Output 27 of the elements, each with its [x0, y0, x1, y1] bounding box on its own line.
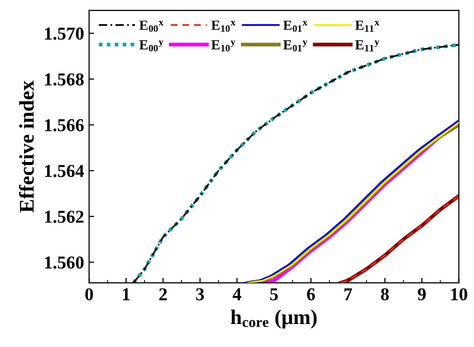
- y-tick-label: 1.566: [45, 119, 84, 132]
- y-tick-label: 1.560: [45, 256, 84, 269]
- y-tick-label: 1.564: [45, 164, 84, 178]
- x-tick-label: 6: [307, 288, 315, 300]
- x-tick-label: 3: [196, 288, 204, 300]
- y-tick-label: 1.562: [45, 210, 84, 223]
- legend-label: E$_{10}$$^{x}$: [211, 20, 236, 32]
- y-tick-label: 1.570: [45, 28, 84, 40]
- x-tick-label: 2: [159, 288, 167, 300]
- x-tick-label: 0: [85, 288, 93, 300]
- x-tick-label: 10: [451, 288, 468, 300]
- x-tick-label: 1: [123, 288, 130, 300]
- x-tick-label: 9: [418, 288, 426, 300]
- x-tick-label: 4: [232, 288, 242, 300]
- x-tick-label: 8: [380, 288, 389, 300]
- x-tick-label: 7: [344, 288, 352, 300]
- x-axis-title: h$_{core}$ (μm): [230, 310, 317, 328]
- legend-label: E$_{01}$$^{x}$: [283, 20, 308, 32]
- legend-label: E$_{00}$$^{x}$: [139, 20, 164, 32]
- y-axis-title: Effective index: [18, 80, 34, 212]
- legend-label: E$_{11}$$^{x}$: [355, 20, 380, 32]
- legend-label: E$_{00}$$^{y}$: [139, 40, 164, 52]
- y-tick-label: 1.568: [45, 73, 84, 86]
- legend-label: E$_{01}$$^{y}$: [283, 40, 308, 52]
- legend-label: E$_{11}$$^{y}$: [355, 40, 380, 52]
- legend-label: E$_{10}$$^{y}$: [211, 40, 236, 52]
- x-tick-label: 5: [270, 288, 278, 300]
